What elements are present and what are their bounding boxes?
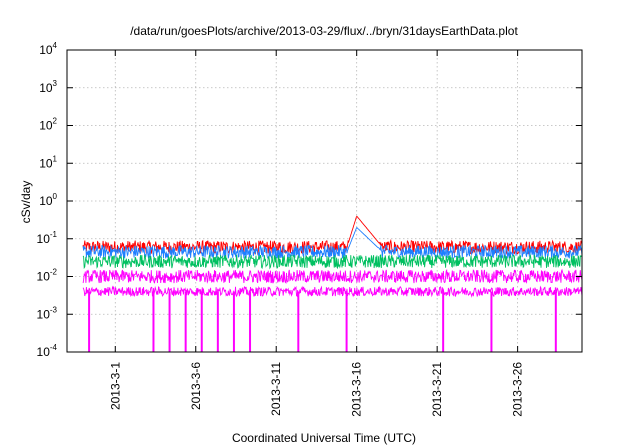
series-line-2 <box>82 253 583 270</box>
y-tick-base: 10 <box>39 81 53 95</box>
series-line-1 <box>82 226 583 260</box>
series-group <box>82 215 583 352</box>
y-tick-exponent: -3 <box>50 305 58 314</box>
y-tick-base: 10 <box>39 119 53 133</box>
y-tick-base: 10 <box>37 345 51 359</box>
y-tick-label: 101 <box>39 154 57 170</box>
y-tick-exponent: -4 <box>50 343 58 352</box>
y-tick-exponent: 0 <box>53 192 58 201</box>
y-tick-exponent: 3 <box>53 79 58 88</box>
y-tick-base: 10 <box>39 156 53 170</box>
y-tick-label: 103 <box>39 79 57 95</box>
y-tick-exponent: -2 <box>50 268 58 277</box>
y-tick-exponent: 2 <box>53 117 58 126</box>
y-tick-base: 10 <box>37 232 51 246</box>
x-tick-label: 2013-3-6 <box>189 362 203 410</box>
y-tick-exponent: -1 <box>50 230 58 239</box>
chart-title: /data/run/goesPlots/archive/2013-03-29/f… <box>130 24 518 38</box>
y-tick-label: 100 <box>39 192 57 208</box>
y-tick-base: 10 <box>37 270 51 284</box>
y-tick-base: 10 <box>37 307 51 321</box>
x-tick-label: 2013-3-21 <box>430 362 444 417</box>
y-tick-base: 10 <box>39 43 53 57</box>
y-tick-exponent: 1 <box>53 154 58 163</box>
x-tick-label: 2013-3-26 <box>511 362 525 417</box>
y-tick-label: 10-4 <box>37 343 58 359</box>
y-axis-label: cSv/day <box>19 181 33 224</box>
x-tick-label: 2013-3-11 <box>269 362 283 416</box>
y-tick-label: 10-1 <box>37 230 58 246</box>
x-tick-label: 2013-3-16 <box>350 362 364 417</box>
y-tick-base: 10 <box>39 194 53 208</box>
y-tick-label: 102 <box>39 117 57 133</box>
y-tick-label: 104 <box>39 41 57 57</box>
x-axis-label: Coordinated Universal Time (UTC) <box>232 431 416 445</box>
series-line-3 <box>82 268 583 285</box>
series-low-line-3 <box>82 285 583 298</box>
y-tick-label: 10-3 <box>37 305 58 321</box>
y-tick-exponent: 4 <box>53 41 58 50</box>
y-tick-label: 10-2 <box>37 268 58 284</box>
x-tick-label: 2013-3-1 <box>108 362 122 410</box>
